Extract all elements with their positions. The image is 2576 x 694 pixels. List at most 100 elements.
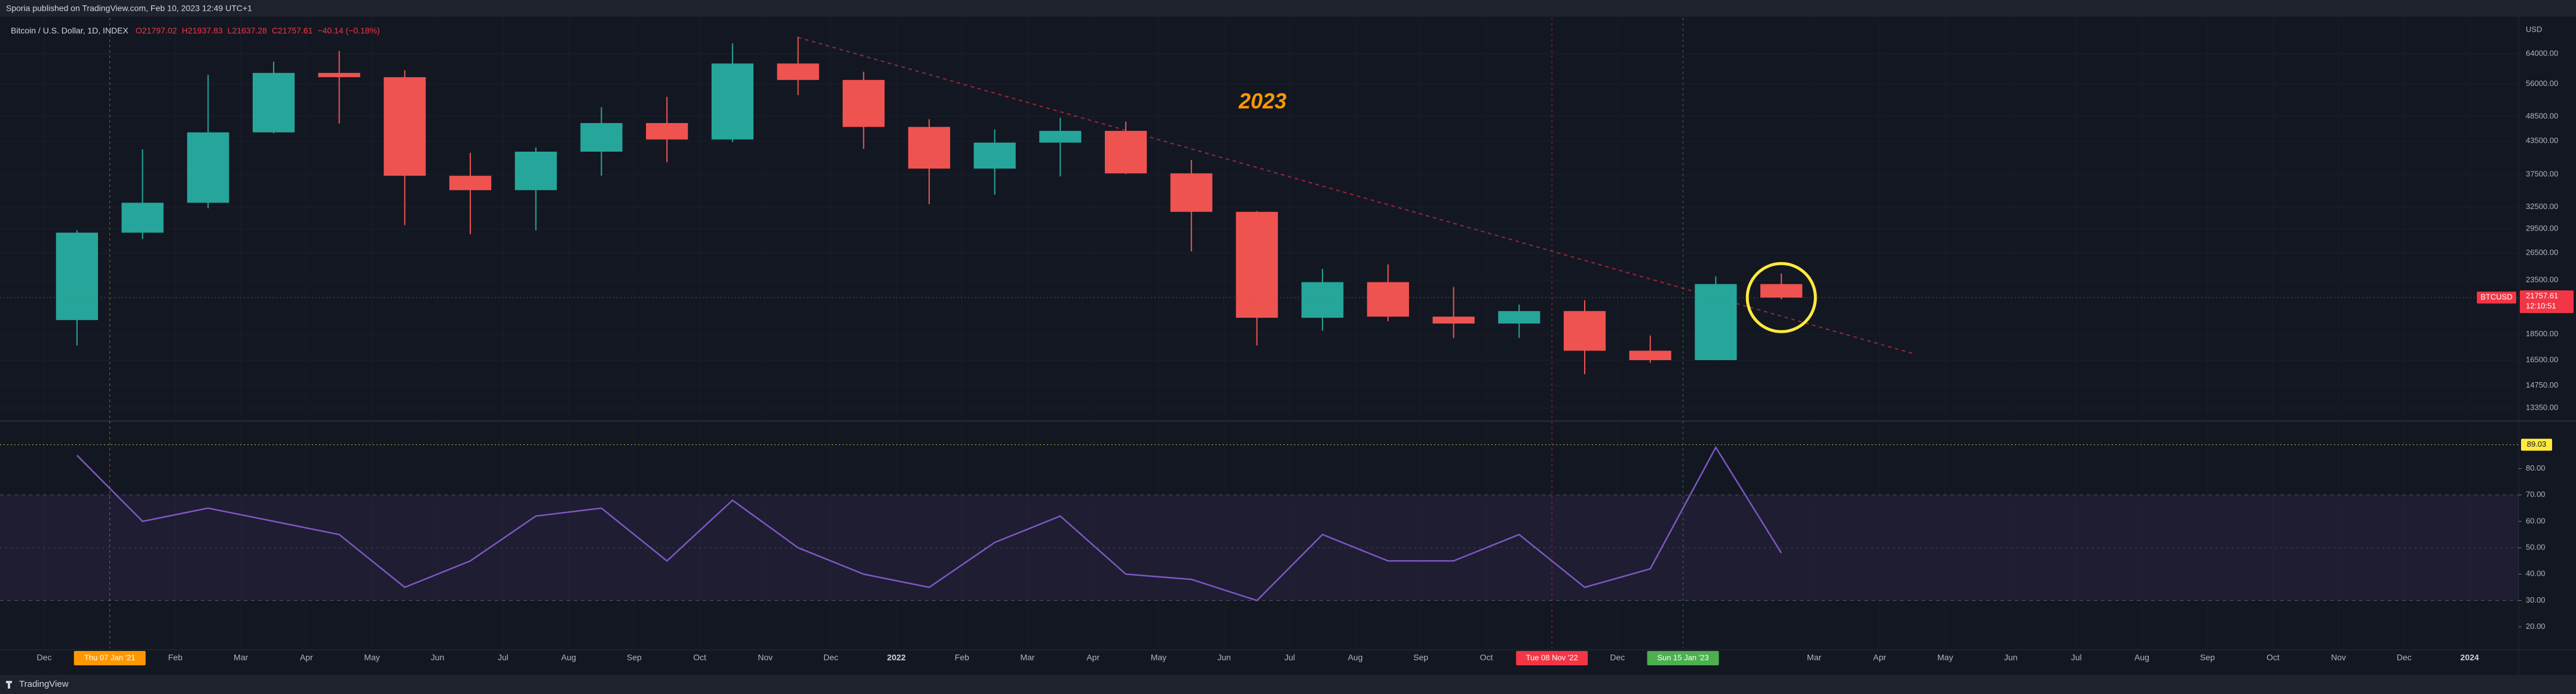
candle-body bbox=[449, 176, 492, 191]
y-tick-label: 29500.00 bbox=[2526, 224, 2558, 233]
x-tick-label: May bbox=[364, 653, 379, 662]
highlight-label: Sun 15 Jan '23 bbox=[1657, 653, 1708, 662]
x-tick-label: Sep bbox=[627, 653, 642, 662]
last-price-label: 21757.61 bbox=[2526, 291, 2558, 300]
x-tick-label: May bbox=[1151, 653, 1166, 662]
candle-body bbox=[1629, 351, 1671, 360]
price-box bbox=[2520, 290, 2574, 314]
x-tick-label: May bbox=[1937, 653, 1953, 662]
axis-unit: USD bbox=[2526, 24, 2542, 33]
highlight-label: Thu 07 Jan '21 bbox=[84, 653, 136, 662]
y-tick-label: 60.00 bbox=[2526, 516, 2546, 525]
candle-body bbox=[646, 123, 688, 140]
y-tick-label: 30.00 bbox=[2526, 595, 2546, 604]
candle-body bbox=[843, 79, 885, 127]
x-tick-label: Oct bbox=[1480, 653, 1493, 662]
candle-body bbox=[580, 123, 623, 152]
y-tick-label: 32500.00 bbox=[2526, 202, 2558, 211]
y-tick-label: 20.00 bbox=[2526, 622, 2546, 631]
brand: TradingView bbox=[19, 679, 69, 689]
symbol-label: BTCUSD bbox=[2480, 293, 2512, 302]
x-tick-label: Apr bbox=[1086, 653, 1099, 662]
x-tick-label: Aug bbox=[561, 653, 576, 662]
candle-body bbox=[121, 202, 164, 233]
candle-body bbox=[187, 132, 229, 203]
candle-body bbox=[514, 151, 557, 191]
top-bar bbox=[0, 0, 2576, 17]
x-tick-label: Dec bbox=[1610, 653, 1625, 662]
candle-body bbox=[1367, 282, 1410, 317]
x-tick-label: Jul bbox=[498, 653, 509, 662]
highlight-box bbox=[1647, 651, 1719, 665]
x-tick-label: Jul bbox=[1284, 653, 1295, 662]
candle-body bbox=[1695, 284, 1737, 360]
candle-body bbox=[973, 142, 1016, 169]
x-tick-label: Mar bbox=[1807, 653, 1821, 662]
candle-body bbox=[1170, 173, 1212, 212]
candle-body bbox=[908, 127, 951, 169]
candle-body bbox=[252, 73, 295, 133]
x-tick-label: Feb bbox=[955, 653, 969, 662]
highlight-label: Tue 08 Nov '22 bbox=[1526, 653, 1578, 662]
x-tick-label: Jul bbox=[2071, 653, 2082, 662]
y-tick-label: 14750.00 bbox=[2526, 380, 2558, 389]
ohlc-value: L21637.28 bbox=[228, 26, 267, 35]
candle-body bbox=[384, 77, 426, 176]
y-tick-label: 23500.00 bbox=[2526, 275, 2558, 284]
x-tick-label: Dec bbox=[2397, 653, 2412, 662]
y-tick-label: 26500.00 bbox=[2526, 248, 2558, 257]
symbol-box bbox=[2477, 291, 2516, 304]
y-tick-label: 50.00 bbox=[2526, 543, 2546, 552]
rsi-level-label: 89.03 bbox=[2527, 440, 2547, 449]
x-tick-label: Aug bbox=[2134, 653, 2149, 662]
y-tick-label: 16500.00 bbox=[2526, 355, 2558, 364]
x-tick-label: Apr bbox=[1873, 653, 1886, 662]
ohlc-value: −40.14 (−0.18%) bbox=[317, 26, 379, 35]
bottom-bar bbox=[0, 675, 2576, 694]
x-tick-label: Dec bbox=[37, 653, 52, 662]
y-tick-label: 56000.00 bbox=[2526, 79, 2558, 88]
title: Bitcoin / U.S. Dollar, 1D, INDEX bbox=[11, 26, 129, 35]
candle-body bbox=[1104, 131, 1147, 174]
y-tick-label: 43500.00 bbox=[2526, 136, 2558, 145]
y-tick-label: 37500.00 bbox=[2526, 170, 2558, 179]
highlight-box bbox=[73, 651, 146, 665]
rsi-line bbox=[76, 446, 1782, 601]
x-tick-label: Dec bbox=[823, 653, 838, 662]
candle-body bbox=[1432, 317, 1475, 324]
x-tick-label: Apr bbox=[300, 653, 313, 662]
x-tick-label: Oct bbox=[2266, 653, 2280, 662]
candle-body bbox=[777, 63, 819, 80]
candle-body bbox=[1236, 211, 1278, 318]
x-tick-label: Jun bbox=[1217, 653, 1231, 662]
highlight-circle bbox=[1745, 262, 1817, 333]
candle-body bbox=[711, 63, 753, 140]
x-tick-label: Jun bbox=[2004, 653, 2018, 662]
x-tick-label: Sep bbox=[2200, 653, 2215, 662]
highlight-box bbox=[1516, 651, 1588, 665]
x-tick-label: 2022 bbox=[887, 653, 906, 662]
candle-body bbox=[1760, 284, 1803, 298]
x-tick-label: Aug bbox=[1348, 653, 1363, 662]
x-tick-label: Mar bbox=[1020, 653, 1034, 662]
x-tick-label: Oct bbox=[693, 653, 706, 662]
y-tick-label: 40.00 bbox=[2526, 569, 2546, 578]
publish-info: Sporia published on TradingView.com, Feb… bbox=[6, 4, 252, 13]
x-tick-label: Mar bbox=[234, 653, 248, 662]
candle-body bbox=[1563, 311, 1606, 351]
rsi-level-box bbox=[2521, 438, 2552, 451]
annotation: 2023 bbox=[1238, 89, 1287, 113]
candle-body bbox=[1498, 311, 1540, 324]
y-tick-label: 18500.00 bbox=[2526, 329, 2558, 338]
brand-logo bbox=[6, 681, 12, 689]
countdown-label: 12:10:51 bbox=[2526, 302, 2556, 311]
x-tick-label: 2024 bbox=[2460, 653, 2479, 662]
candle-body bbox=[318, 73, 360, 78]
x-tick-label: Jun bbox=[431, 653, 445, 662]
candle-body bbox=[1039, 131, 1082, 143]
candle-body bbox=[1301, 282, 1344, 318]
y-tick-label: 13350.00 bbox=[2526, 403, 2558, 412]
x-tick-label: Sep bbox=[1413, 653, 1428, 662]
